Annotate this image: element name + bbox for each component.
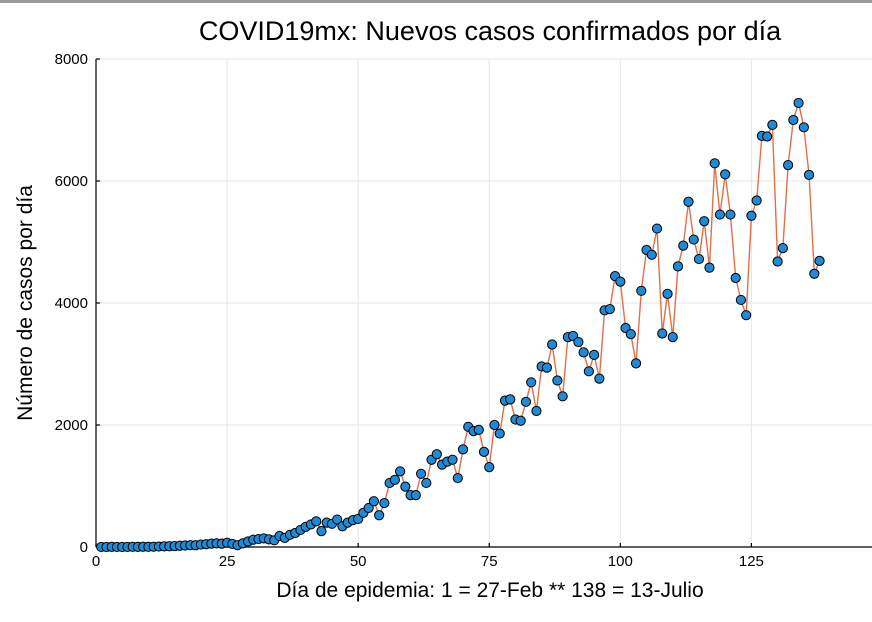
data-point (767, 119, 778, 130)
x-tick-label: 0 (92, 553, 100, 570)
data-point (452, 472, 463, 484)
data-point (704, 262, 715, 273)
data-point (389, 474, 400, 485)
data-point (573, 336, 584, 348)
y-tick-label: 0 (80, 539, 88, 556)
data-point (720, 169, 731, 180)
data-point (793, 97, 804, 109)
data-point (374, 510, 385, 521)
data-point (489, 419, 500, 431)
data-point (604, 304, 615, 315)
data-point (678, 240, 689, 251)
data-point (421, 477, 432, 489)
data-point (484, 461, 495, 473)
data-point (431, 449, 442, 460)
y-tick-label: 8000 (55, 51, 88, 68)
data-point (672, 261, 684, 272)
data-point (788, 114, 799, 126)
data-point (395, 466, 406, 477)
tick-labels: 0 25 50 75 100 125 0 2000 4000 6000 8000 (55, 51, 764, 570)
data-point (368, 496, 379, 507)
data-point (363, 502, 374, 514)
data-point (457, 444, 469, 455)
data-point (667, 332, 678, 343)
data-point (683, 196, 694, 207)
data-point (777, 243, 788, 254)
x-tick-label: 125 (739, 553, 764, 570)
data-point (494, 428, 505, 439)
data-point (379, 497, 390, 509)
data-point (478, 446, 490, 457)
data-point (699, 216, 710, 227)
data-point (515, 415, 526, 426)
data-point (589, 349, 600, 360)
data-point (531, 405, 542, 417)
data-point (751, 195, 762, 206)
y-tick-label: 2000 (55, 417, 88, 434)
data-point (798, 122, 809, 133)
data-point (520, 396, 532, 407)
y-tick-label: 6000 (55, 173, 88, 190)
data-point (615, 276, 626, 287)
data-point (688, 234, 699, 245)
data-point (410, 490, 421, 501)
data-point (557, 391, 568, 402)
data-point (447, 454, 458, 465)
x-tick-label: 75 (481, 553, 498, 570)
data-point (473, 424, 484, 435)
data-point (814, 255, 825, 267)
data-point (311, 516, 322, 527)
data-point (316, 526, 327, 537)
series (96, 97, 825, 553)
data-point (714, 209, 726, 220)
data-point (783, 160, 794, 171)
data-point (657, 328, 668, 339)
data-point (803, 169, 815, 180)
data-point (505, 394, 516, 405)
data-point (526, 377, 537, 388)
x-tick-label: 25 (219, 553, 236, 570)
data-point (541, 362, 553, 373)
x-tick-label: 50 (350, 553, 367, 570)
data-point (630, 358, 642, 369)
data-point (746, 210, 757, 221)
window-top-border (0, 0, 872, 3)
x-tick-label: 100 (608, 553, 633, 570)
gridlines (96, 58, 872, 547)
chart-title: COVID19mx: Nuevos casos confirmados por … (199, 16, 782, 46)
data-point (625, 329, 636, 340)
data-point (332, 514, 343, 525)
data-point (662, 288, 673, 299)
data-point (693, 253, 705, 265)
data-point (400, 481, 411, 492)
y-tick-label: 4000 (55, 295, 88, 312)
data-point (809, 268, 820, 279)
data-point (583, 366, 594, 377)
data-point (709, 158, 720, 169)
data-point (578, 347, 589, 358)
data-point (547, 339, 558, 350)
data-point (735, 294, 747, 306)
data-point (762, 131, 773, 142)
data-point (730, 272, 741, 284)
x-axis-label: Día de epidemia: 1 = 27-Feb ** 138 = 13-… (276, 579, 703, 602)
data-point (552, 375, 563, 386)
data-point (741, 310, 752, 321)
data-point (636, 285, 647, 296)
data-point (651, 223, 663, 234)
data-point (772, 256, 783, 267)
data-point (594, 373, 605, 384)
data-point (725, 209, 736, 220)
data-point (646, 249, 657, 260)
y-axis-label: Número de casos por día (14, 185, 37, 421)
data-point (415, 468, 427, 479)
